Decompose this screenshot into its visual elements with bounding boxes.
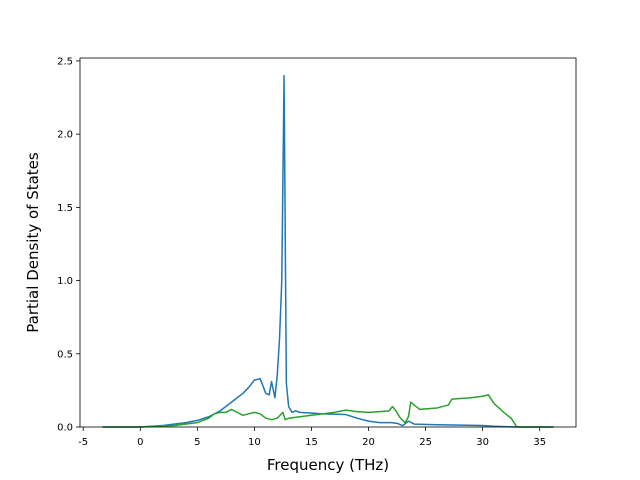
y-tick-label: 1.0 (57, 276, 73, 287)
x-tick-label: 5 (194, 437, 200, 448)
x-tick-label: 25 (419, 437, 432, 448)
y-tick-label: 0.0 (57, 423, 73, 434)
y-tick-label: 2.5 (57, 56, 73, 67)
series-line (102, 394, 554, 428)
x-tick-label: 30 (476, 437, 489, 448)
plot-frame (79, 57, 577, 428)
y-tick-label: 0.5 (57, 349, 73, 360)
x-tick-label: 20 (362, 437, 375, 448)
x-tick-label: 35 (533, 437, 546, 448)
x-tick-label: 10 (248, 437, 261, 448)
y-tick-label: 2.0 (57, 130, 73, 141)
x-tick-label: -5 (78, 437, 88, 448)
y-tick-label: 1.5 (57, 203, 73, 214)
x-tick-label: 0 (137, 437, 143, 448)
y-axis-label: Partial Density of States (24, 152, 42, 333)
x-tick-label: 15 (305, 437, 318, 448)
series-line (102, 74, 554, 428)
x-axis-label: Frequency (THz) (267, 456, 389, 474)
